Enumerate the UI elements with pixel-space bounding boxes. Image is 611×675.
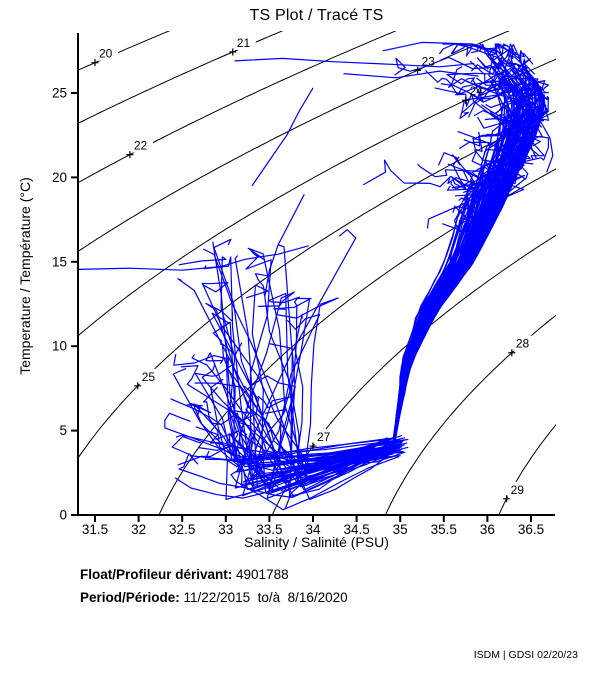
svg-text:29: 29	[511, 483, 525, 497]
svg-text:24: 24	[470, 84, 484, 98]
svg-text:36: 36	[480, 522, 495, 537]
svg-text:21: 21	[237, 36, 251, 50]
period-label: Period/Période:	[80, 590, 180, 605]
credit-stamp: ISDM | GDSI 02/20/23	[473, 649, 578, 661]
svg-text:10: 10	[52, 339, 67, 354]
svg-text:31.5: 31.5	[82, 522, 108, 537]
period-value: 11/22/2015 to/à 8/16/2020	[179, 590, 348, 605]
float-id-label: Float/Profileur dérivant:	[80, 567, 233, 582]
svg-text:0: 0	[59, 508, 67, 523]
x-axis-label: Salinity / Salinité (PSU)	[244, 534, 389, 550]
svg-text:36.5: 36.5	[518, 522, 544, 537]
svg-text:20: 20	[99, 47, 113, 61]
svg-text:25: 25	[142, 370, 156, 384]
chart-title: TS Plot / Tracé TS	[249, 7, 384, 24]
float-id-value: 4901788	[232, 567, 289, 582]
svg-text:20: 20	[52, 170, 67, 185]
svg-text:22: 22	[134, 139, 148, 153]
svg-text:5: 5	[59, 423, 67, 438]
svg-text:25: 25	[52, 86, 67, 101]
svg-text:32: 32	[131, 522, 146, 537]
period-line: Period/Période: 11/22/2015 to/à 8/16/202…	[80, 590, 348, 605]
svg-text:33.5: 33.5	[256, 522, 282, 537]
svg-text:35: 35	[393, 522, 408, 537]
svg-text:32.5: 32.5	[169, 522, 195, 537]
svg-text:34.5: 34.5	[343, 522, 369, 537]
svg-text:23: 23	[422, 54, 436, 68]
svg-text:35.5: 35.5	[431, 522, 457, 537]
float-id-line: Float/Profileur dérivant: 4901788	[80, 567, 289, 582]
svg-text:27: 27	[317, 430, 331, 444]
svg-text:34: 34	[305, 522, 321, 537]
svg-text:33: 33	[218, 522, 233, 537]
svg-text:15: 15	[52, 254, 67, 269]
svg-text:28: 28	[516, 337, 530, 351]
